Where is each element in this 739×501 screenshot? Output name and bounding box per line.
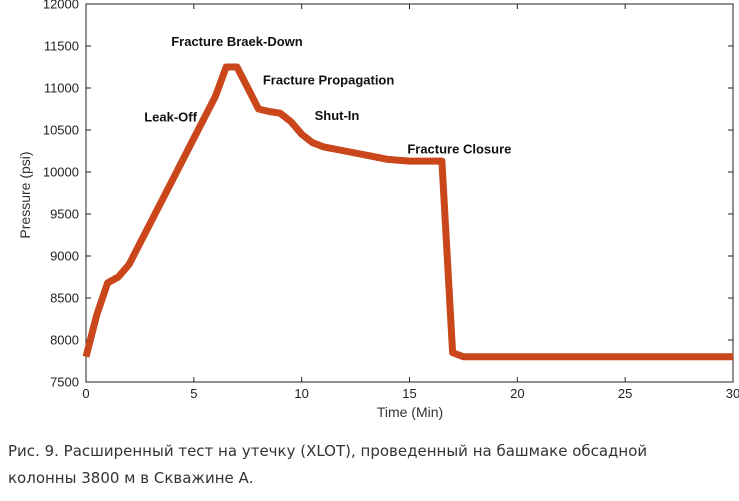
x-tick-label: 0 (82, 386, 89, 401)
plot-frame (85, 3, 734, 383)
y-tick-label: 8000 (50, 333, 79, 348)
y-tick-label: 8500 (50, 291, 79, 306)
annotation-label: Fracture Closure (407, 142, 511, 157)
y-tick-label: 7500 (50, 375, 79, 390)
y-tick-label: 9000 (50, 249, 79, 264)
caption-line-2: колонны 3800 м в Скважине А. (8, 469, 254, 487)
figure-caption: Рис. 9. Расширенный тест на утечку (XLOT… (8, 438, 736, 492)
annotation-label: Shut-In (315, 108, 360, 123)
annotation-label: Fracture Braek-Down (171, 34, 303, 49)
series-layer (82, 63, 733, 361)
x-tick-label: 30 (726, 386, 739, 401)
y-tick-label: 10000 (43, 165, 79, 180)
x-tick-label: 10 (294, 386, 308, 401)
axes-layer: 0 5 10 15 20 25 30 7500 8000 8500 9000 9500 10000 105… (43, 0, 739, 401)
x-axis-label: Time (Min) (377, 404, 443, 420)
y-tick-label: 11500 (44, 39, 79, 54)
caption-line-1: Рис. 9. Расширенный тест на утечку (XLOT… (8, 442, 648, 460)
y-tick-label: 12000 (43, 0, 79, 12)
y-tick-label: 9500 (50, 207, 79, 222)
y-tick-label: 11000 (44, 81, 79, 96)
series-line-xlot (82, 63, 733, 361)
x-tick-label: 20 (510, 386, 524, 401)
annotation-label: Fracture Propagation (263, 73, 395, 88)
y-tick-label: 10500 (43, 123, 79, 138)
annotation-label: Leak-Off (144, 110, 197, 125)
annotations-layer: Fracture Braek-Down Fracture Propagation L… (144, 34, 511, 157)
xlot-pressure-chart: 0 5 10 15 20 25 30 7500 8000 8500 9000 9500 10000 105… (17, 0, 739, 420)
x-tick-label: 15 (402, 386, 416, 401)
y-axis-label: Pressure (psi) (17, 151, 33, 238)
x-tick-label: 25 (618, 386, 632, 401)
x-tick-label: 5 (190, 386, 197, 401)
